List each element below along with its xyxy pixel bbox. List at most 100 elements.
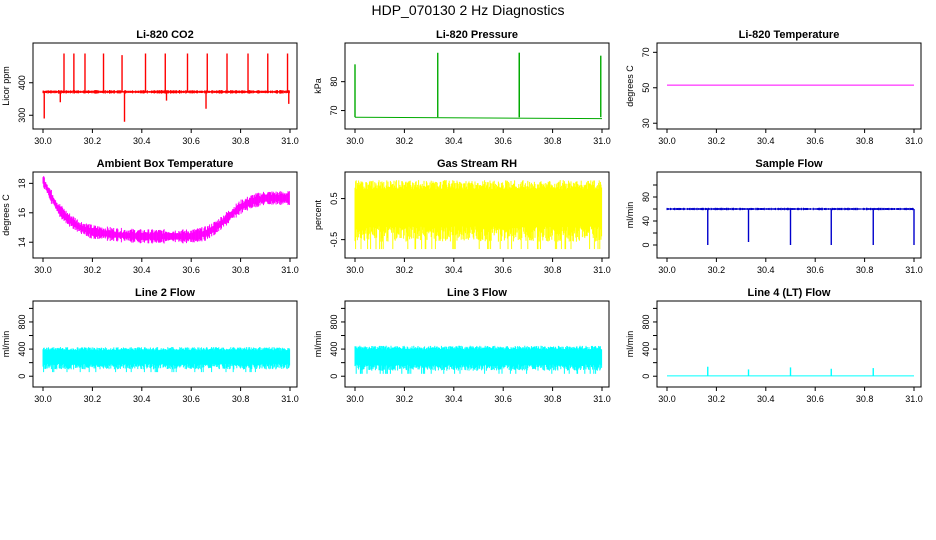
y-axis-label: ml/min (625, 331, 635, 358)
y-tick-label: 400 (329, 342, 339, 357)
x-tick-label: 31.0 (593, 265, 611, 275)
x-tick-label: 30.4 (133, 394, 151, 404)
y-tick-label: 400 (17, 342, 27, 357)
y-axis-label: degrees C (1, 194, 11, 236)
x-tick-label: 30.8 (544, 394, 562, 404)
x-tick-label: 30.2 (84, 394, 102, 404)
x-tick-label: 30.4 (445, 265, 463, 275)
x-tick-label: 30.2 (396, 394, 414, 404)
x-tick-label: 31.0 (593, 394, 611, 404)
y-tick-label: 50 (641, 83, 651, 93)
y-tick-label: -0.5 (329, 232, 339, 248)
chart-panel-9: Line 4 (LT) Flow ml/min 30.0 30.2 30.4 30.6 30… (625, 287, 923, 404)
chart-title: Ambient Box Temperature (97, 158, 234, 170)
y-tick-label: 800 (17, 314, 27, 329)
y-axis-label: percent (313, 199, 323, 230)
x-tick-label: 30.0 (346, 394, 364, 404)
y-tick-label: 70 (641, 47, 651, 57)
chart-title: Line 2 Flow (135, 287, 195, 299)
x-tick-label: 30.2 (396, 136, 414, 146)
x-tick-label: 30.4 (133, 136, 151, 146)
y-tick-label: 400 (17, 75, 27, 90)
x-tick-label: 30.8 (232, 265, 250, 275)
y-tick-label: 0 (641, 242, 651, 247)
data-line (354, 116, 603, 120)
y-tick-label: 70 (329, 106, 339, 116)
series-group (354, 180, 603, 250)
x-tick-label: 30.0 (34, 136, 52, 146)
x-tick-label: 31.0 (281, 394, 299, 404)
x-tick-label: 30.0 (34, 265, 52, 275)
series-group (42, 347, 291, 373)
chart-panel-1: Li-820 CO2 Licor ppm 30.0 30.2 30.4 30.6 30.8 3… (1, 29, 299, 146)
x-tick-label: 30.0 (658, 136, 676, 146)
x-tick-label: 30.4 (757, 265, 775, 275)
y-tick-label: 800 (329, 314, 339, 329)
x-tick-label: 30.6 (806, 394, 824, 404)
x-tick-label: 31.0 (905, 265, 923, 275)
x-tick-label: 31.0 (905, 136, 923, 146)
x-tick-label: 30.6 (182, 136, 200, 146)
x-tick-label: 30.6 (806, 265, 824, 275)
x-tick-label: 30.2 (84, 136, 102, 146)
x-tick-label: 30.0 (658, 394, 676, 404)
plot-frame (656, 42, 922, 130)
x-tick-label: 31.0 (905, 394, 923, 404)
chart-title: Gas Stream RH (437, 158, 517, 170)
x-tick-label: 31.0 (281, 265, 299, 275)
chart-panel-2: Li-820 Pressure kPa 30.0 30.2 30.4 30.6 30.8 31… (313, 29, 611, 146)
y-tick-label: 800 (641, 314, 651, 329)
series-group (42, 53, 290, 122)
x-tick-label: 31.0 (593, 136, 611, 146)
x-tick-label: 30.2 (708, 265, 726, 275)
y-tick-label: 400 (641, 342, 651, 357)
chart-panel-7: Line 2 Flow ml/min 30.0 30.2 30.4 30.6 30.8 31.… (1, 287, 299, 404)
y-axis-label: kPa (313, 78, 323, 94)
y-axis-label: degrees C (625, 65, 635, 107)
chart-title: Line 3 Flow (447, 287, 507, 299)
y-tick-label: 0 (641, 374, 651, 379)
x-tick-label: 30.6 (494, 136, 512, 146)
plot-frame (656, 300, 922, 388)
y-tick-label: 0.5 (329, 192, 339, 205)
series-group (42, 176, 290, 244)
series-group (354, 345, 603, 374)
y-axis-label: ml/min (625, 202, 635, 229)
x-tick-label: 30.8 (856, 136, 874, 146)
y-tick-label: 16 (17, 208, 27, 218)
y-tick-label: 80 (641, 192, 651, 202)
chart-panel-8: Line 3 Flow ml/min 30.0 30.2 30.4 30.6 30.8 31.… (313, 287, 611, 404)
x-tick-label: 30.8 (232, 136, 250, 146)
y-tick-label: 0 (329, 374, 339, 379)
x-tick-label: 30.4 (445, 136, 463, 146)
x-tick-label: 30.8 (544, 265, 562, 275)
x-tick-label: 30.4 (757, 394, 775, 404)
chart-panel-5: Gas Stream RH percent 30.0 30.2 30.4 30.6 30.8… (313, 158, 611, 275)
x-tick-label: 30.2 (708, 136, 726, 146)
x-tick-label: 30.0 (346, 265, 364, 275)
x-tick-label: 30.2 (708, 394, 726, 404)
x-tick-label: 30.2 (396, 265, 414, 275)
chart-panel-6: Sample Flow ml/min 30.0 30.2 30.4 30.6 30.8 31.… (625, 158, 923, 275)
x-tick-label: 30.0 (34, 394, 52, 404)
chart-title: Li-820 Temperature (739, 29, 840, 41)
series-group (667, 366, 914, 377)
x-tick-label: 30.6 (806, 136, 824, 146)
x-tick-label: 30.0 (346, 136, 364, 146)
plot-frame (656, 171, 922, 259)
plot-frame (344, 171, 610, 259)
series-group (354, 52, 603, 120)
y-axis-label: ml/min (313, 331, 323, 358)
y-tick-label: 30 (641, 118, 651, 128)
chart-panel-3: Li-820 Temperature degrees C 30.0 30.2 30.4 3… (625, 29, 923, 146)
y-tick-label: 14 (17, 237, 27, 247)
x-tick-label: 30.6 (182, 265, 200, 275)
y-tick-label: 0 (17, 374, 27, 379)
x-tick-label: 31.0 (281, 136, 299, 146)
chart-title: Line 4 (LT) Flow (748, 287, 831, 299)
plot-frame (344, 42, 610, 130)
x-tick-label: 30.8 (856, 265, 874, 275)
x-tick-label: 30.6 (494, 394, 512, 404)
chart-panel-4: Ambient Box Temperature degrees C 30.0 30.2… (1, 158, 299, 275)
